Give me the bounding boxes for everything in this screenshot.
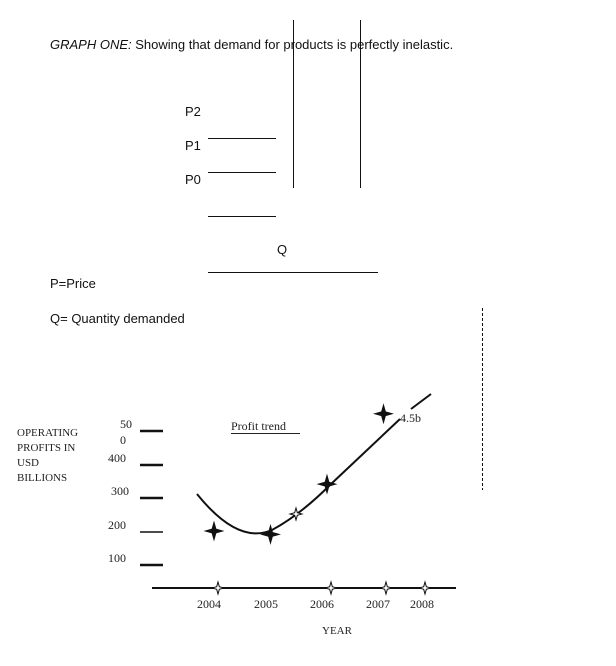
chart-title: Profit trend: [231, 419, 286, 433]
price-label-p0: P0: [185, 172, 201, 187]
y-tick-label: 300: [111, 484, 129, 498]
data-point-star: [203, 520, 225, 542]
y-tick-label: 400: [108, 451, 126, 465]
graph-title-prefix: GRAPH ONE:: [50, 37, 132, 52]
x-tick-label: 2006: [310, 597, 334, 611]
y-axis-label-line: PROFITS IN: [17, 442, 76, 454]
y-tick-label: 200: [108, 518, 126, 532]
data-point-star: [260, 523, 281, 545]
x-axis-marker-star: [210, 580, 226, 596]
data-point-star: [316, 473, 338, 495]
data-point-star: [373, 403, 394, 425]
y-tick-label-0: 0: [120, 433, 126, 447]
curve-marker-star: [288, 506, 304, 522]
y-axis-label: OPERATING PROFITS IN USD BILLIONS: [17, 426, 78, 486]
y-tick-label-50: 50: [120, 417, 132, 431]
quantity-label: Q: [277, 242, 288, 257]
y-axis-label-line: BILLIONS: [17, 472, 68, 484]
y-axis-label-line: OPERATING: [17, 427, 79, 439]
x-tick-label: 2004: [197, 597, 221, 611]
x-tick-label: 2008: [410, 597, 434, 611]
price-label-p2: P2: [185, 104, 201, 119]
graph-title: GRAPH ONE: Showing that demand for produ…: [50, 37, 453, 52]
y-axis-label-line: USD: [17, 457, 40, 469]
x-axis-label: YEAR: [322, 625, 352, 637]
legend-quantity: Q= Quantity demanded: [50, 311, 185, 326]
x-axis-marker-star: [323, 580, 339, 596]
y-tick-label: 100: [108, 551, 126, 565]
trend-curve: [196, 418, 401, 535]
x-axis-marker-star: [417, 580, 433, 596]
graph-title-text: Showing that demand for products is perf…: [131, 37, 454, 52]
x-tick-label: 2007: [366, 597, 390, 611]
legend-price: P=Price: [50, 276, 96, 291]
x-axis-marker-star: [378, 580, 394, 596]
annotation-label: 4.5b: [400, 411, 421, 425]
price-label-p1: P1: [185, 138, 201, 153]
trend-curve-end: [410, 393, 432, 410]
x-tick-label: 2005: [254, 597, 278, 611]
